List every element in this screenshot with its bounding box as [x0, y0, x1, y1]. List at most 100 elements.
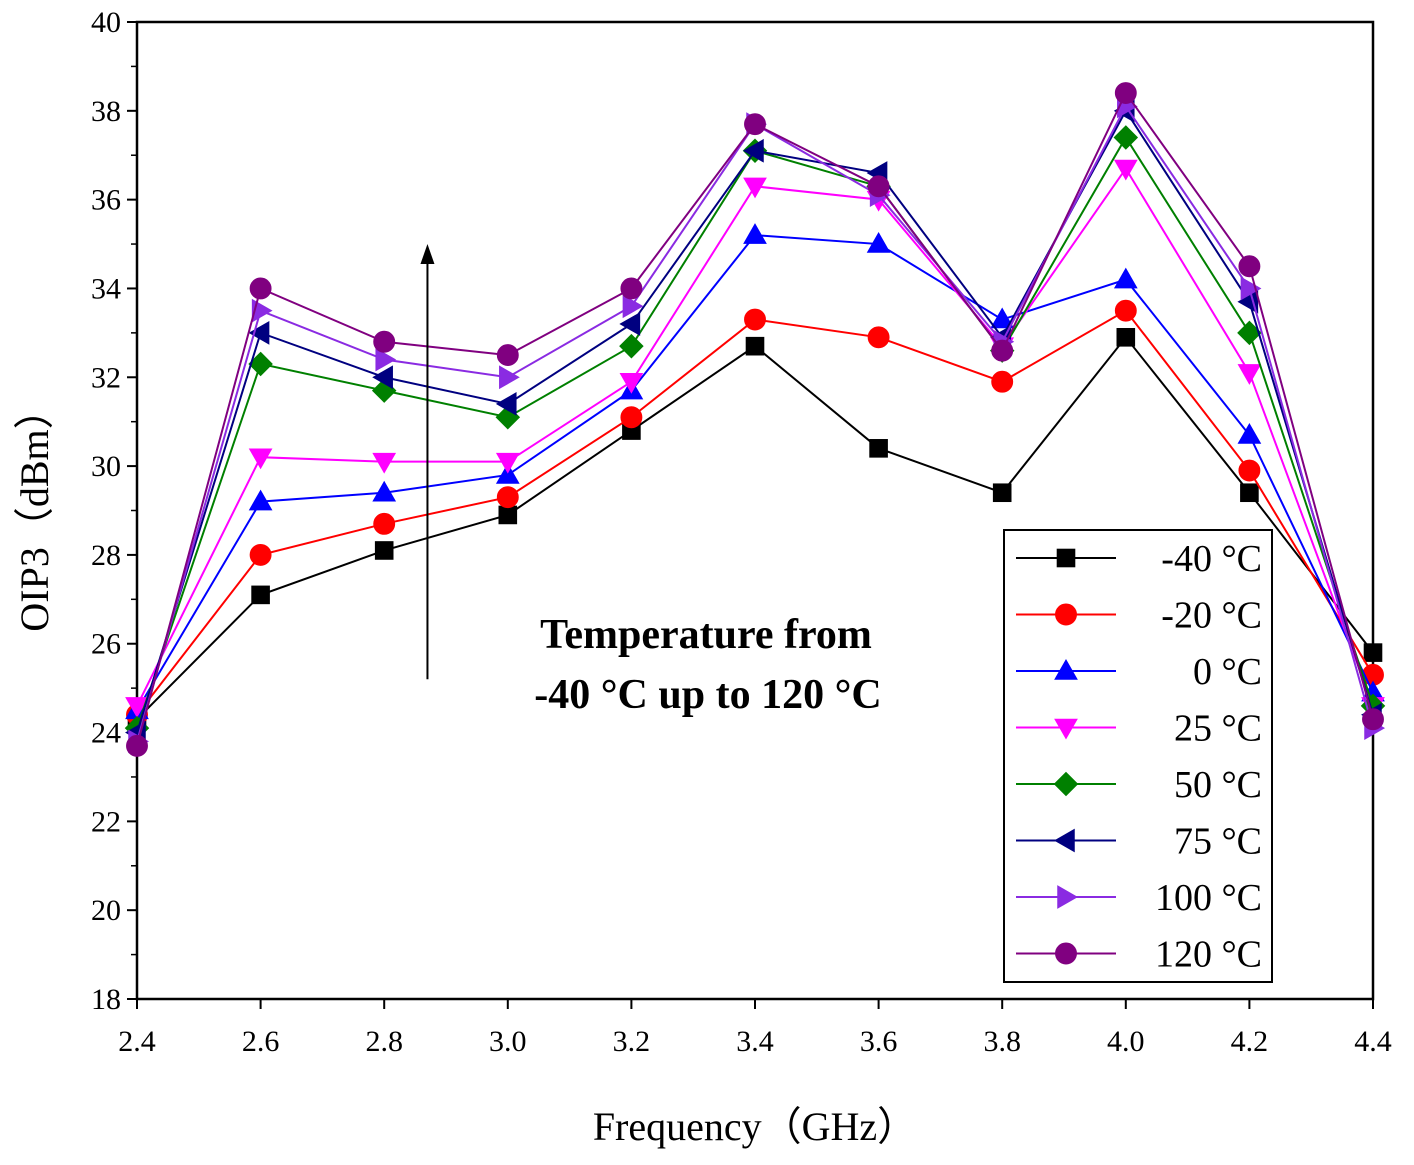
x-axis-title: Frequency（GHz）: [593, 1104, 917, 1149]
legend-label: 0 °C: [1193, 651, 1262, 693]
legend-label: 120 °C: [1155, 934, 1262, 976]
legend-item: 120 °C: [1016, 934, 1262, 976]
legend-label: 100 °C: [1155, 877, 1262, 919]
x-tick-label: 3.2: [613, 1025, 651, 1058]
x-tick-label: 4.2: [1231, 1025, 1269, 1058]
legend: -40 °C -20 °C 0 °C 25 °C 50 °C 75 °C 100 °C 120…: [1003, 529, 1273, 983]
data-point: [990, 307, 1015, 329]
annotation-arrow-head: [420, 244, 435, 265]
y-tick-label: 40: [91, 6, 121, 39]
data-point: [248, 489, 273, 511]
data-point: [126, 734, 148, 757]
temperature-annotation: Temperature from -40 °C up to 120 °C: [420, 244, 882, 718]
y-tick-label: 28: [91, 539, 121, 572]
y-tick-label: 34: [91, 272, 121, 305]
legend-item: 0 °C: [1016, 651, 1262, 693]
x-tick-label: 3.6: [860, 1025, 898, 1058]
y-tick-label: 30: [91, 450, 121, 483]
data-point: [248, 448, 273, 470]
y-tick-label: 26: [91, 628, 121, 661]
data-point: [125, 697, 149, 718]
data-point: [744, 113, 766, 136]
annotation-text-line-2: -40 °C up to 120 °C: [534, 672, 881, 718]
data-point: [496, 486, 519, 509]
data-point: [1116, 328, 1136, 347]
data-point: [744, 308, 766, 331]
data-point: [619, 372, 644, 394]
data-point: [373, 330, 396, 353]
data-point: [743, 223, 767, 244]
data-point: [620, 406, 643, 429]
x-tick-label: 3.8: [983, 1025, 1021, 1058]
legend-item: -20 °C: [1016, 595, 1262, 637]
data-point: [1113, 125, 1139, 150]
data-point: [866, 232, 891, 253]
legend-marker: [1054, 718, 1078, 740]
data-point: [1240, 276, 1262, 301]
data-point: [249, 277, 272, 300]
data-point: [867, 326, 890, 349]
legend-item: 75 °C: [1016, 821, 1262, 863]
data-point: [495, 452, 520, 474]
x-tick-label: 3.4: [736, 1025, 774, 1058]
data-point: [372, 365, 393, 390]
data-point: [742, 138, 764, 163]
data-point: [743, 177, 767, 199]
data-point: [1362, 708, 1384, 731]
data-point: [867, 175, 890, 198]
x-tick-label: 2.8: [365, 1025, 403, 1058]
legend-marker: [1055, 942, 1077, 965]
legend-item: 100 °C: [1016, 877, 1262, 919]
data-point: [1240, 483, 1259, 503]
data-point: [1238, 255, 1261, 278]
data-point: [1113, 267, 1138, 289]
data-point: [620, 277, 643, 300]
y-tick-label: 36: [91, 184, 121, 217]
y-axis-ticks: 18 20 22 24 26 28 30 32 34 36 38 40: [91, 6, 137, 1016]
legend-marker: [1053, 771, 1079, 797]
legend-marker: [1055, 603, 1077, 626]
x-tick-label: 3.0: [489, 1025, 527, 1058]
y-tick-label: 38: [91, 95, 121, 128]
legend-label: -20 °C: [1161, 595, 1262, 637]
legend-marker: [1054, 658, 1078, 680]
legend-box: [1003, 529, 1273, 983]
data-point: [496, 344, 519, 367]
data-point: [499, 365, 520, 390]
series-7: [126, 82, 1384, 757]
data-point: [1238, 459, 1261, 482]
data-point: [745, 336, 765, 356]
legend-label: 50 °C: [1174, 764, 1262, 806]
data-point: [1363, 643, 1383, 662]
legend-item: 25 °C: [1016, 708, 1262, 750]
y-tick-label: 18: [91, 983, 121, 1016]
y-axis-title: OIP3（dBm）: [12, 389, 57, 631]
data-point: [1237, 422, 1262, 444]
data-point: [374, 541, 394, 560]
data-point: [373, 512, 396, 535]
data-point: [1237, 289, 1259, 314]
data-point: [992, 483, 1012, 503]
data-point: [619, 312, 641, 336]
data-point: [249, 543, 272, 566]
data-point: [251, 585, 270, 605]
legend-item: -40 °C: [1016, 538, 1262, 580]
legend-marker: [1053, 828, 1075, 853]
x-tick-label: 4.0: [1107, 1025, 1145, 1058]
legend-label: -40 °C: [1161, 538, 1262, 580]
y-tick-label: 22: [91, 805, 121, 838]
data-point: [1113, 159, 1138, 181]
x-axis-ticks: 2.4 2.6 2.8 3.0 3.2 3.4 3.6 3.8 4.0 4.2 4.4: [118, 999, 1392, 1058]
data-point: [372, 480, 397, 502]
legend-marker: [1057, 885, 1079, 909]
data-point: [619, 333, 644, 359]
data-point: [991, 370, 1014, 393]
x-tick-label: 4.4: [1354, 1025, 1392, 1058]
y-tick-label: 20: [91, 894, 121, 927]
data-point: [991, 339, 1014, 362]
data-point: [372, 452, 397, 474]
data-point: [1237, 364, 1262, 385]
legend-label: 75 °C: [1174, 821, 1262, 863]
data-point: [498, 505, 518, 525]
